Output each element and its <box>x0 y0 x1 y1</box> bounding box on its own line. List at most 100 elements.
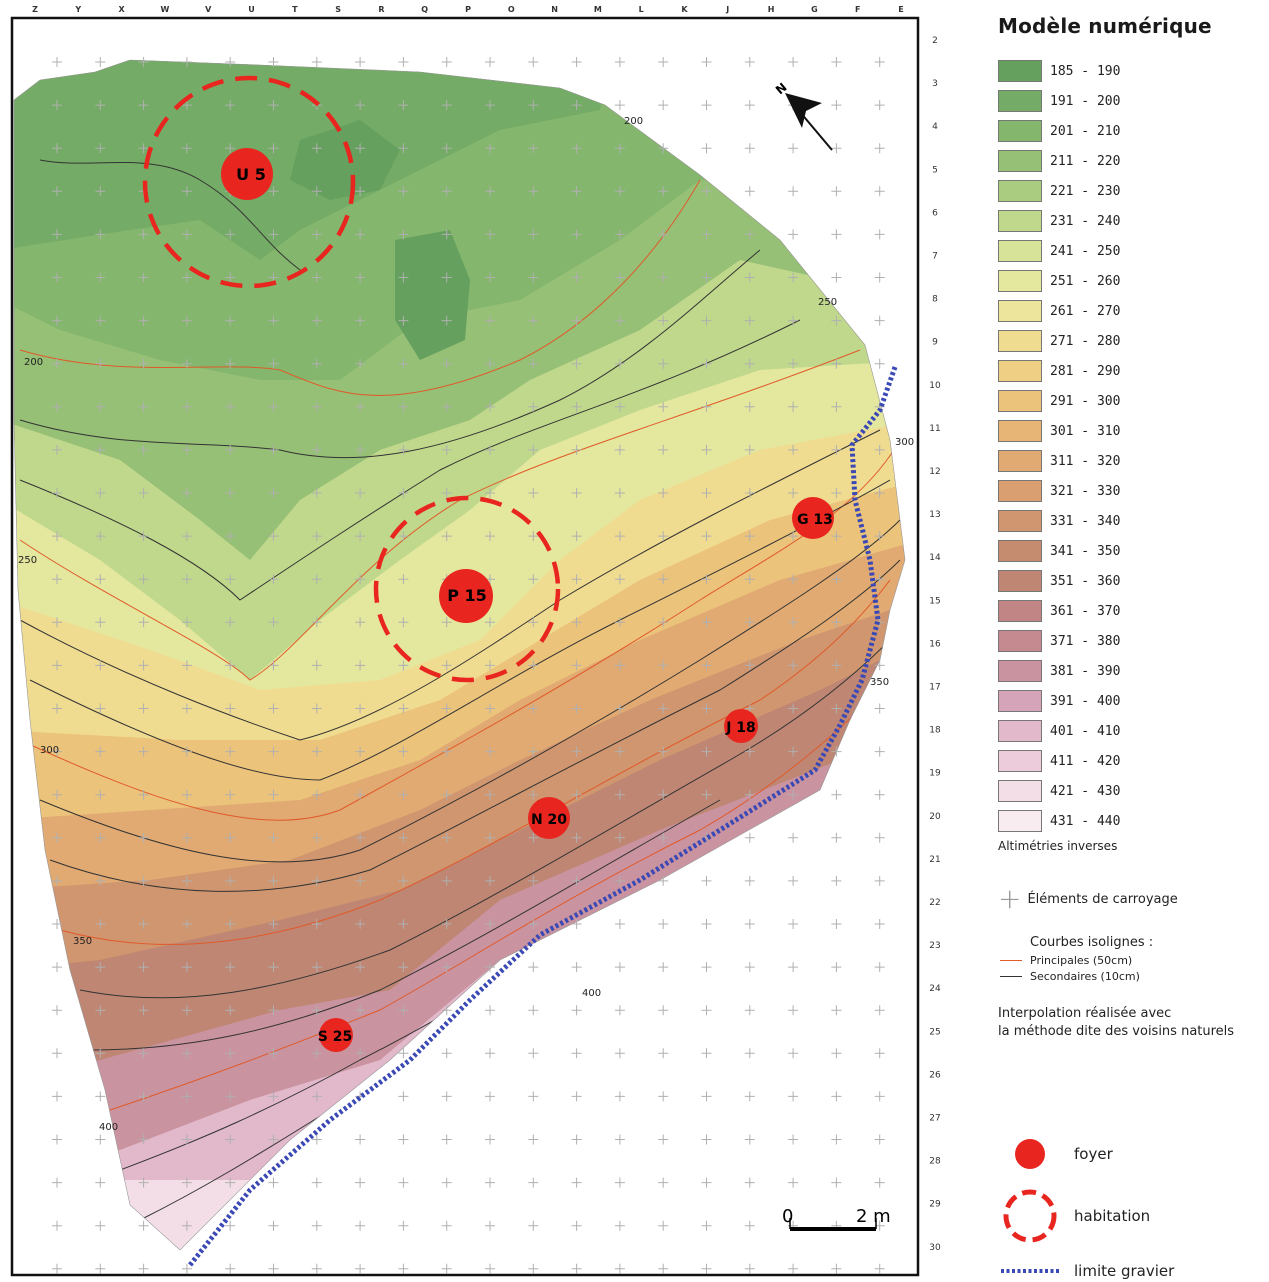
grid-cross <box>874 315 885 326</box>
elevation-class: 251 - 260 <box>998 266 1260 296</box>
grid-cross <box>614 1134 625 1145</box>
grid-cross <box>355 143 366 154</box>
grid-cross <box>138 746 149 757</box>
grid-cross <box>95 531 106 542</box>
grid-cross <box>614 1048 625 1059</box>
elevation-class: 221 - 230 <box>998 176 1260 206</box>
grid-cross <box>441 444 452 455</box>
row-label: 12 <box>929 467 940 477</box>
grid-cross <box>658 531 669 542</box>
grid-cross <box>614 789 625 800</box>
isoline-label: 400 <box>99 1122 118 1133</box>
grid-cross <box>658 919 669 929</box>
grid-cross <box>658 746 669 757</box>
grid-cross <box>181 1177 192 1188</box>
row-label: 20 <box>929 812 941 822</box>
grid-cross <box>181 315 192 326</box>
column-label: E <box>898 5 903 14</box>
grid-cross <box>485 100 495 111</box>
grid-cross <box>874 272 885 283</box>
grid-cross <box>441 57 452 67</box>
elevation-class: 211 - 220 <box>998 146 1260 176</box>
grid-cross <box>355 488 366 498</box>
grid-cross <box>571 1220 582 1231</box>
grid-cross <box>138 703 149 714</box>
grid-cross <box>831 315 842 326</box>
column-label: V <box>205 5 212 14</box>
elevation-class: 301 - 310 <box>998 416 1260 446</box>
grid-cross <box>744 1220 755 1231</box>
grid-cross <box>658 574 669 585</box>
grid-cross <box>571 574 582 585</box>
grid-cross <box>268 746 279 757</box>
elevation-class-label: 431 - 440 <box>1050 813 1121 829</box>
north-arrow-icon: N <box>773 80 833 151</box>
grid-cross <box>181 1091 192 1102</box>
grid-cross <box>355 660 366 671</box>
grid-cross <box>268 832 279 843</box>
grid-cross <box>874 789 885 800</box>
elevation-class: 281 - 290 <box>998 356 1260 386</box>
grid-cross <box>138 1177 149 1188</box>
grid-cross <box>571 617 582 628</box>
grid-cross <box>744 746 755 757</box>
grid-cross <box>528 1220 539 1231</box>
grid-cross <box>355 272 366 283</box>
grid-cross <box>311 1263 322 1274</box>
grid-cross <box>614 746 625 757</box>
grid-cross <box>311 358 322 369</box>
isoline-label: 300 <box>895 437 914 448</box>
grid-cross <box>441 789 452 800</box>
grid-cross <box>788 746 799 757</box>
grid-cross <box>701 1005 712 1016</box>
elevation-class-label: 401 - 410 <box>1050 723 1121 739</box>
grid-cross <box>52 100 62 111</box>
legend-gravel: limite gravier <box>1000 1262 1174 1280</box>
grid-cross <box>225 100 236 111</box>
grid-cross <box>701 703 712 714</box>
grid-cross <box>485 143 495 154</box>
grid-cross <box>52 358 62 369</box>
grid-cross <box>181 574 192 585</box>
grid-cross <box>571 488 582 498</box>
grid-cross <box>485 832 495 843</box>
grid-cross <box>701 143 712 154</box>
legend-habitation: habitation <box>1000 1186 1150 1246</box>
row-label: 27 <box>929 1114 940 1124</box>
elevation-class-label: 251 - 260 <box>1050 273 1121 289</box>
grid-cross <box>658 617 669 628</box>
grid-cross <box>268 962 279 973</box>
grid-cross <box>355 315 366 326</box>
grid-cross <box>528 531 539 542</box>
grid-cross <box>658 1048 669 1059</box>
grid-cross <box>398 358 409 369</box>
grid-cross <box>95 1177 106 1188</box>
grid-cross <box>528 100 539 111</box>
elevation-swatch <box>998 720 1042 742</box>
grid-cross <box>571 660 582 671</box>
interpolation-line-1: Interpolation réalisée avec <box>998 1006 1172 1021</box>
row-label: 24 <box>929 984 941 994</box>
grid-cross <box>874 660 885 671</box>
grid-cross <box>571 789 582 800</box>
isoline-label: 350 <box>73 936 92 947</box>
svg-text:G 13: G 13 <box>797 512 833 528</box>
grid-cross <box>441 703 452 714</box>
grid-cross <box>614 574 625 585</box>
grid-cross <box>831 229 842 240</box>
grid-cross <box>268 1263 279 1274</box>
grid-cross <box>311 143 322 154</box>
grid-cross <box>268 875 279 886</box>
svg-text:U 5: U 5 <box>236 165 266 184</box>
grid-cross <box>528 444 539 455</box>
grid-cross <box>441 1005 452 1016</box>
grid-cross <box>571 1005 582 1016</box>
grid-cross <box>571 746 582 757</box>
grid-cross <box>398 1048 409 1059</box>
grid-cross <box>181 358 192 369</box>
grid-cross <box>701 617 712 628</box>
grid-cross <box>181 1263 192 1274</box>
grid-cross <box>831 1134 842 1145</box>
grid-cross <box>485 229 495 240</box>
grid-cross <box>831 100 842 111</box>
